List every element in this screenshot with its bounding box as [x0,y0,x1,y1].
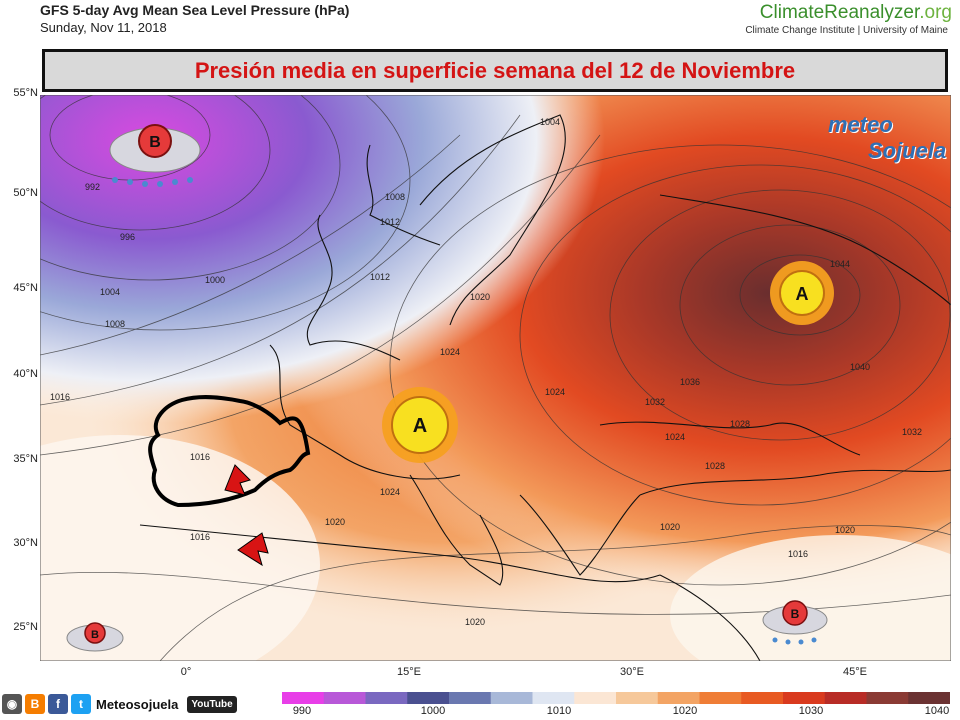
colorbar-swatch [365,692,408,704]
wind-arrow-icon [224,464,251,496]
pressure-colorbar [282,692,950,704]
colorbar-label: 1010 [546,705,572,717]
lon-label: 45°E [843,666,867,678]
isobar-label: 1028 [730,419,750,429]
isobar-label: 1032 [902,427,922,437]
brand-subtitle: Climate Change Institute | University of… [745,25,948,36]
colorbar-swatch [407,692,450,704]
colorbar-label: 990 [292,705,312,717]
low-pressure-icon: B [66,622,124,652]
lat-label: 35°N [13,453,38,465]
colorbar-swatch [490,692,533,704]
isobar-label: 1020 [325,517,345,527]
wind-arrow-icon [237,532,269,567]
blogger-icon[interactable]: B [25,694,45,714]
banner-title: Presión media en superficie semana del 1… [42,49,948,92]
isobar-label: 1044 [830,259,850,269]
camera-icon[interactable]: ◉ [2,694,22,714]
isobar-label: 1016 [190,532,210,542]
isobar-label: 1036 [680,377,700,387]
isobar-label: 996 [120,232,135,242]
coastlines [139,114,951,661]
lat-label: 40°N [13,368,38,380]
colorbar-swatch [824,692,867,704]
isobar-label: 1004 [100,287,120,297]
colorbar-swatch [866,692,909,704]
colorbar-label: 1040 [924,705,950,717]
colorbar-swatch [323,692,366,704]
map-title: GFS 5-day Avg Mean Sea Level Pressure (h… [40,2,350,18]
isobar-label: 1008 [385,192,405,202]
isobar-label: 1040 [850,362,870,372]
colorbar-label: 1000 [420,705,446,717]
high-pressure-icon: A [770,261,834,325]
colorbar-swatch [783,692,826,704]
isobar-label: 1016 [50,392,70,402]
isobar-label: 992 [85,182,100,192]
lon-label: 15°E [397,666,421,678]
isobar-label: 1020 [470,292,490,302]
center-letter: A [413,415,427,437]
colorbar-swatch [657,692,700,704]
colorbar-swatch [574,692,617,704]
lat-label: 55°N [13,87,38,99]
watermark-part2: Sojuela [868,138,947,163]
isobar-label: 1020 [660,522,680,532]
colorbar-label: 1030 [798,705,824,717]
isobar-lines [40,95,951,661]
lon-label: 30°E [620,666,644,678]
pressure-map: 992 996 1000 1004 1008 1012 1016 1016 10… [40,95,951,661]
isobar-label: 1016 [788,549,808,559]
isobar-label: 1004 [540,117,560,127]
isobar-label: 1024 [545,387,565,397]
center-letter: B [791,607,800,621]
isobar-label: 1028 [705,461,725,471]
brand-logo[interactable]: ClimateReanalyzer.org [760,2,952,24]
social-handle[interactable]: Meteosojuela [96,696,179,712]
isobar-label: 1020 [465,617,485,627]
lat-label: 25°N [13,621,38,633]
social-bar: ◉ B f t Meteosojuela YouTube [2,694,237,714]
low-pressure-icon: B [762,600,828,645]
low-pressure-icon: B [109,124,201,187]
isobar-label: 1024 [440,347,460,357]
isobar-label: 1000 [205,275,225,285]
isobar-label: 1020 [835,525,855,535]
lat-label: 50°N [13,187,38,199]
colorbar-swatch [699,692,742,704]
facebook-icon[interactable]: f [48,694,68,714]
high-pressure-icon: A [382,387,458,463]
isobar-label: 1012 [370,272,390,282]
isobar-label: 1012 [380,217,400,227]
colorbar-swatch [616,692,659,704]
isobar-label: 1032 [645,397,665,407]
iberia-outline [148,395,311,508]
colorbar-label: 1020 [672,705,698,717]
isobar-label: 1024 [665,432,685,442]
colorbar-swatch [449,692,492,704]
center-letter: A [796,284,809,304]
center-letter: B [149,134,161,151]
brand-tld: .org [919,2,952,23]
watermark-part1: meteo [828,112,893,137]
colorbar-swatch [532,692,575,704]
isobar-label: 1024 [380,487,400,497]
lat-label: 30°N [13,537,38,549]
isobar-label: 1016 [190,452,210,462]
youtube-icon[interactable]: YouTube [187,695,237,713]
twitter-icon[interactable]: t [71,694,91,714]
colorbar-swatch [741,692,784,704]
lat-label: 45°N [13,282,38,294]
isobar-label: 1008 [105,319,125,329]
map-date: Sunday, Nov 11, 2018 [40,20,167,35]
colorbar-swatch [282,692,325,704]
brand-name: ClimateReanalyzer [759,2,920,23]
lon-label: 0° [180,666,192,678]
center-letter: B [91,629,99,641]
colorbar-swatch [908,692,950,704]
